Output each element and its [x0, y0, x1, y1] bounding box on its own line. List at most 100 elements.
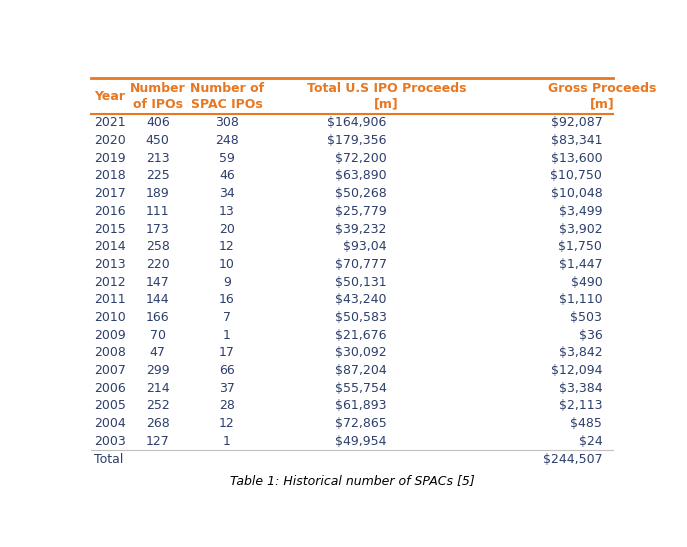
Text: 2021: 2021	[94, 117, 126, 130]
Text: 47: 47	[150, 346, 166, 359]
Text: $503: $503	[570, 311, 602, 324]
Text: 166: 166	[146, 311, 170, 324]
Text: $49,954: $49,954	[335, 435, 387, 448]
Text: 2007: 2007	[94, 364, 126, 377]
Text: $10,750: $10,750	[550, 170, 602, 183]
Text: $25,779: $25,779	[335, 205, 387, 218]
Text: $63,890: $63,890	[335, 170, 387, 183]
Text: Table 1: Historical number of SPACs [5]: Table 1: Historical number of SPACs [5]	[229, 474, 475, 487]
Text: $55,754: $55,754	[335, 382, 387, 395]
Text: 225: 225	[146, 170, 170, 183]
Text: Number
of IPOs: Number of IPOs	[130, 82, 185, 110]
Text: $2,113: $2,113	[559, 399, 602, 412]
Text: 2013: 2013	[94, 258, 126, 271]
Text: 37: 37	[219, 382, 235, 395]
Text: 66: 66	[219, 364, 235, 377]
Text: 2004: 2004	[94, 417, 126, 430]
Text: 2009: 2009	[94, 329, 126, 342]
Text: $3,384: $3,384	[559, 382, 602, 395]
Text: $72,200: $72,200	[335, 152, 387, 165]
Text: 1: 1	[223, 435, 231, 448]
Text: 2006: 2006	[94, 382, 126, 395]
Text: 1: 1	[223, 329, 231, 342]
Text: 2019: 2019	[94, 152, 126, 165]
Text: 2020: 2020	[94, 134, 126, 147]
Text: Year: Year	[94, 90, 125, 103]
Text: $490: $490	[571, 276, 602, 289]
Text: 248: 248	[215, 134, 239, 147]
Text: $179,356: $179,356	[327, 134, 387, 147]
Text: 28: 28	[219, 399, 235, 412]
Text: 13: 13	[219, 205, 235, 218]
Text: 213: 213	[146, 152, 170, 165]
Text: 144: 144	[146, 293, 170, 306]
Text: $21,676: $21,676	[335, 329, 387, 342]
Text: $13,600: $13,600	[551, 152, 602, 165]
Text: Total: Total	[94, 452, 123, 465]
Text: 299: 299	[146, 364, 170, 377]
Text: $244,507: $244,507	[543, 452, 602, 465]
Text: 220: 220	[146, 258, 170, 271]
Text: $30,092: $30,092	[335, 346, 387, 359]
Text: 2011: 2011	[94, 293, 126, 306]
Text: $1,110: $1,110	[559, 293, 602, 306]
Text: 252: 252	[146, 399, 170, 412]
Text: $50,131: $50,131	[335, 276, 387, 289]
Text: $3,499: $3,499	[559, 205, 602, 218]
Text: 10: 10	[219, 258, 235, 271]
Text: 2016: 2016	[94, 205, 126, 218]
Text: $43,240: $43,240	[335, 293, 387, 306]
Text: 406: 406	[146, 117, 170, 130]
Text: 111: 111	[146, 205, 170, 218]
Text: 450: 450	[146, 134, 170, 147]
Text: 127: 127	[146, 435, 170, 448]
Text: 9: 9	[223, 276, 231, 289]
Text: 17: 17	[219, 346, 235, 359]
Text: 2015: 2015	[94, 223, 126, 236]
Text: $83,341: $83,341	[551, 134, 602, 147]
Text: 189: 189	[146, 187, 170, 200]
Text: $3,842: $3,842	[559, 346, 602, 359]
Text: Number of
SPAC IPOs: Number of SPAC IPOs	[190, 82, 264, 110]
Text: Gross Proceeds
[m]: Gross Proceeds [m]	[548, 82, 657, 110]
Text: 308: 308	[215, 117, 239, 130]
Text: $39,232: $39,232	[335, 223, 387, 236]
Text: $50,583: $50,583	[335, 311, 387, 324]
Text: $87,204: $87,204	[335, 364, 387, 377]
Text: 173: 173	[146, 223, 170, 236]
Text: $92,087: $92,087	[550, 117, 602, 130]
Text: 2014: 2014	[94, 240, 126, 253]
Text: $93,04: $93,04	[343, 240, 387, 253]
Text: 258: 258	[146, 240, 170, 253]
Text: 147: 147	[146, 276, 170, 289]
Text: $70,777: $70,777	[335, 258, 387, 271]
Text: Total U.S IPO Proceeds
[m]: Total U.S IPO Proceeds [m]	[307, 82, 466, 110]
Text: $72,865: $72,865	[335, 417, 387, 430]
Text: $61,893: $61,893	[335, 399, 387, 412]
Text: 2008: 2008	[94, 346, 126, 359]
Text: 268: 268	[146, 417, 170, 430]
Text: 2010: 2010	[94, 311, 126, 324]
Text: $36: $36	[578, 329, 602, 342]
Text: $164,906: $164,906	[327, 117, 387, 130]
Text: $50,268: $50,268	[335, 187, 387, 200]
Text: 2017: 2017	[94, 187, 126, 200]
Text: 16: 16	[219, 293, 235, 306]
Text: $10,048: $10,048	[550, 187, 602, 200]
Text: 2018: 2018	[94, 170, 126, 183]
Text: 59: 59	[219, 152, 235, 165]
Text: $1,750: $1,750	[559, 240, 602, 253]
Text: 70: 70	[150, 329, 166, 342]
Text: $1,447: $1,447	[559, 258, 602, 271]
Text: 2005: 2005	[94, 399, 126, 412]
Text: $24: $24	[578, 435, 602, 448]
Text: 12: 12	[219, 417, 235, 430]
Text: $3,902: $3,902	[559, 223, 602, 236]
Text: 20: 20	[219, 223, 235, 236]
Text: 46: 46	[219, 170, 235, 183]
Text: 12: 12	[219, 240, 235, 253]
Text: 214: 214	[146, 382, 170, 395]
Text: 7: 7	[223, 311, 231, 324]
Text: 2012: 2012	[94, 276, 126, 289]
Text: $485: $485	[570, 417, 602, 430]
